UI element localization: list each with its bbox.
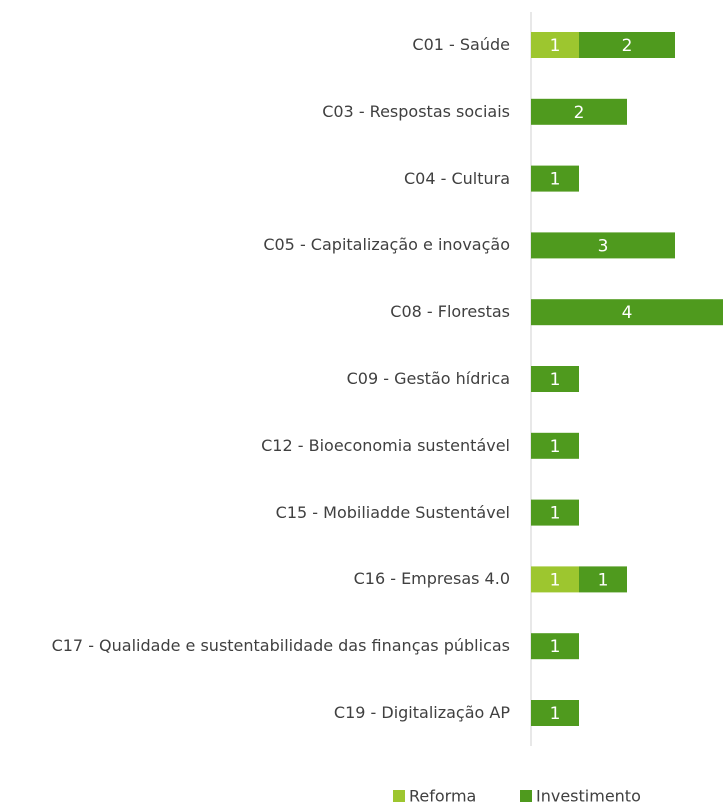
data-label: 1	[598, 570, 609, 590]
category-label: C03 - Respostas sociais	[10, 101, 510, 123]
category-text: C04 - Cultura	[403, 168, 510, 188]
data-label: 1	[550, 704, 561, 724]
data-label: 1	[550, 170, 561, 190]
category-text: C05 - Capitalização e inovação	[263, 235, 510, 255]
data-label: 3	[598, 236, 609, 256]
data-label: 2	[622, 36, 633, 56]
bar-segment	[531, 566, 579, 593]
data-label: 1	[550, 36, 561, 56]
category-label: C08 - Florestas	[10, 301, 510, 323]
legend-swatch	[520, 790, 532, 802]
legend-label: Investimento	[536, 787, 641, 805]
data-label: 1	[550, 570, 561, 590]
category-label: C09 - Gestão hídrica	[10, 368, 510, 390]
bar-segment	[531, 499, 579, 526]
category-label: C15 - Mobiliadde Sustentável	[10, 502, 510, 524]
bar-segment	[531, 299, 723, 326]
bar-segment	[531, 98, 627, 125]
category-label: C12 - Bioeconomia sustentável	[10, 435, 510, 457]
data-label: 4	[622, 303, 633, 323]
bar-segment	[531, 366, 579, 392]
category-text: C12 - Bioeconomia sustentável	[261, 435, 510, 455]
category-label: C01 - Saúde	[10, 34, 510, 56]
category-text: C03 - Respostas sociais	[322, 101, 510, 121]
bar-segment	[579, 566, 627, 593]
bar-segment	[531, 633, 579, 660]
category-text: C08 - Florestas	[390, 302, 510, 322]
bar-segment	[531, 232, 675, 259]
category-label: C19 - Digitalização AP	[10, 702, 510, 724]
category-label: C17 - Qualidade e sustentabilidade das f…	[10, 635, 510, 657]
category-text: C09 - Gestão hídrica	[346, 369, 510, 388]
data-label: 1	[550, 370, 561, 390]
data-label: 1	[550, 504, 561, 524]
data-label: 2	[574, 103, 585, 123]
data-label: 1	[550, 437, 561, 457]
legend-swatch	[393, 790, 405, 802]
bar-segment	[531, 32, 579, 58]
category-text: C17 - Qualidade e sustentabilidade das f…	[51, 636, 510, 656]
bar-segment	[531, 432, 579, 459]
bar-segment	[531, 165, 579, 192]
category-text: C01 - Saúde	[412, 35, 510, 54]
category-text: C16 - Empresas 4.0	[353, 569, 510, 589]
category-label: C04 - Cultura	[10, 168, 510, 190]
category-label: C05 - Capitalização e inovação	[10, 234, 510, 256]
legend-label: Reforma	[409, 787, 476, 805]
data-label: 1	[550, 637, 561, 657]
category-text: C19 - Digitalização AP	[333, 703, 510, 722]
category-label: C16 - Empresas 4.0	[10, 568, 510, 590]
bar-segment	[579, 32, 675, 58]
category-text: C15 - Mobiliadde Sustentável	[275, 502, 510, 522]
bar-segment	[531, 700, 579, 726]
